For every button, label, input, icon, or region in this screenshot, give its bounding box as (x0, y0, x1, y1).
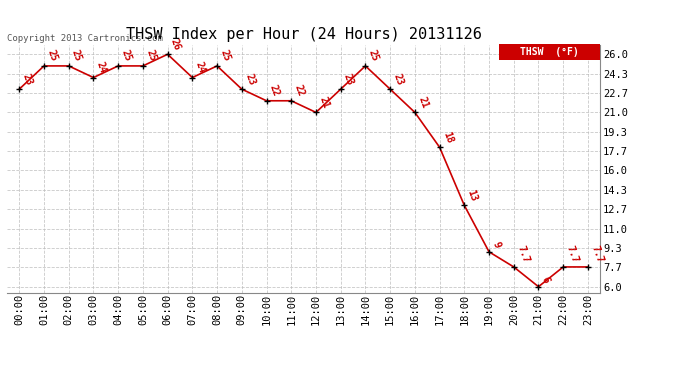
Text: 25: 25 (367, 49, 380, 63)
Text: 13: 13 (466, 188, 479, 202)
Text: 18: 18 (441, 130, 455, 144)
Text: 23: 23 (21, 72, 34, 86)
Text: Copyright 2013 Cartronics.com: Copyright 2013 Cartronics.com (7, 33, 163, 42)
Text: 23: 23 (391, 72, 405, 86)
Text: 25: 25 (46, 49, 59, 63)
Text: 23: 23 (342, 72, 355, 86)
Title: THSW Index per Hour (24 Hours) 20131126: THSW Index per Hour (24 Hours) 20131126 (126, 27, 482, 42)
Text: 6: 6 (540, 275, 551, 284)
Text: 7.7: 7.7 (515, 244, 531, 264)
Text: 24: 24 (194, 60, 207, 75)
Text: 9: 9 (491, 240, 502, 249)
Text: 22: 22 (293, 84, 306, 98)
Text: 23: 23 (243, 72, 257, 86)
Text: 26: 26 (169, 37, 182, 51)
Text: 21: 21 (317, 95, 331, 109)
Text: 25: 25 (119, 49, 133, 63)
Text: 25: 25 (219, 49, 232, 63)
Text: 22: 22 (268, 84, 282, 98)
Text: 7.7: 7.7 (589, 244, 604, 264)
Text: 7.7: 7.7 (564, 244, 580, 264)
Text: 25: 25 (144, 49, 158, 63)
Text: 24: 24 (95, 60, 108, 75)
Text: 25: 25 (70, 49, 83, 63)
Text: 21: 21 (416, 95, 430, 109)
